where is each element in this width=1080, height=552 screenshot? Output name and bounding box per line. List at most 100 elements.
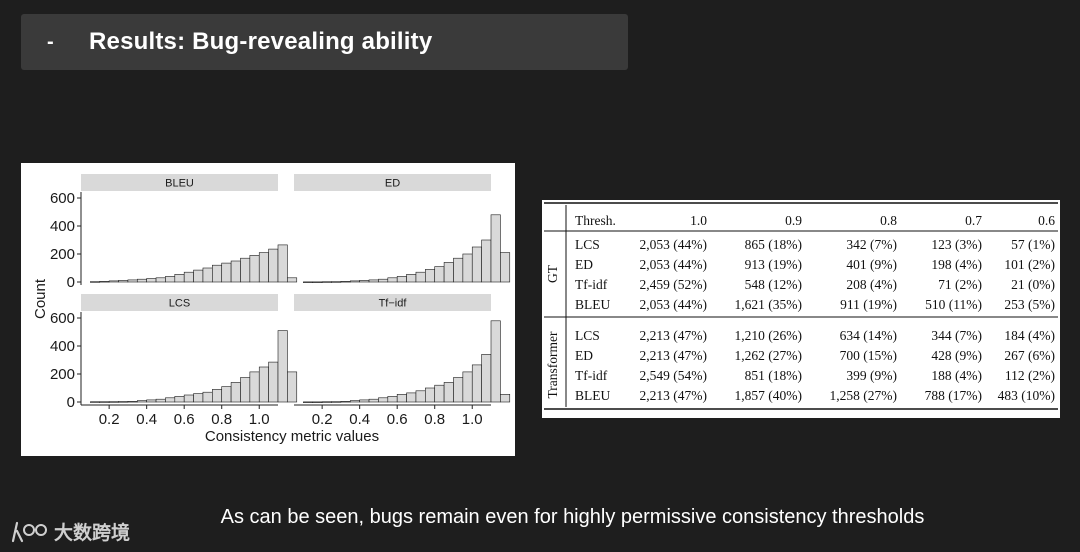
y-tick-label: 400: [50, 338, 75, 355]
histogram-bar: [387, 396, 398, 403]
y-tick-label: 200: [50, 366, 75, 383]
table-cell: 188 (4%): [931, 368, 982, 383]
histogram-bar: [453, 257, 464, 283]
histogram-bar: [108, 401, 119, 403]
table-cell: 911 (19%): [840, 297, 897, 312]
histogram-bar: [321, 281, 332, 283]
table-cell: 2,213 (47%): [640, 348, 708, 363]
histogram-bar: [136, 278, 147, 283]
slide-title: Results: Bug-revealing ability: [89, 28, 433, 55]
histogram-bar: [387, 277, 398, 283]
histogram-bar: [287, 277, 298, 283]
histogram-bar: [406, 274, 417, 283]
histogram-bar: [415, 390, 426, 403]
watermark: 大数跨境: [10, 518, 130, 545]
histogram-bar: [303, 281, 314, 283]
histogram-bar: [193, 269, 204, 283]
histogram-bar: [378, 278, 389, 283]
histogram-bar: [240, 377, 251, 403]
histogram-bar: [462, 253, 473, 283]
x-tick-label: 0.6: [174, 411, 195, 428]
histogram-bar: [340, 281, 351, 283]
results-table-svg: Thresh. 1.0 0.9 0.8 0.7 0.6 GT LCS 2,053 (44%) 86…: [544, 202, 1058, 410]
table-cell: 510 (11%): [925, 297, 982, 312]
slide-title-bar: - Results: Bug-revealing ability: [21, 14, 628, 70]
table-cell: 123 (3%): [931, 237, 982, 252]
table-cell: 101 (2%): [1004, 257, 1055, 272]
table-cell: 1,621 (35%): [735, 297, 803, 312]
histogram-bar: [202, 267, 213, 283]
histogram-bar: [90, 401, 101, 403]
x-tick-label: 0.4: [136, 411, 157, 428]
histogram-bar: [368, 398, 379, 403]
histogram-bar: [249, 255, 260, 283]
histogram-bar: [443, 382, 454, 403]
histogram-bar: [500, 252, 511, 283]
table-cell: 1,262 (27%): [735, 348, 803, 363]
table-cell: 71 (2%): [938, 277, 982, 292]
histogram-bar: [331, 281, 342, 283]
histogram-bar: [312, 401, 323, 403]
histogram-bar: [230, 382, 241, 403]
facet-strip-label: ED: [385, 178, 400, 190]
histogram-bar: [136, 400, 147, 403]
histogram-bar: [340, 401, 351, 403]
x-tick-label: 0.4: [349, 411, 370, 428]
table-cell: 548 (12%): [745, 277, 802, 292]
table-cell: 267 (6%): [1004, 348, 1055, 363]
table-cell: 2,213 (47%): [640, 328, 708, 343]
table-row-metric: ED: [575, 348, 593, 363]
title-bullet: -: [47, 30, 54, 53]
table-cell: 344 (7%): [931, 328, 982, 343]
x-tick-label: 1.0: [249, 411, 270, 428]
histogram-bar: [434, 266, 445, 283]
x-tick-label: 0.8: [211, 411, 232, 428]
facet-strip: [81, 174, 278, 191]
histogram-bar: [193, 393, 204, 403]
histogram-bar: [471, 364, 482, 403]
table-cell: 1,258 (27%): [830, 388, 898, 403]
facet-strip: [81, 294, 278, 311]
table-cell: 851 (18%): [745, 368, 802, 383]
table-cell: 634 (14%): [840, 328, 897, 343]
table-column-header: 0.9: [785, 213, 802, 228]
histogram-bar: [258, 366, 269, 403]
y-tick-label: 600: [50, 310, 75, 327]
facet-strip: [294, 294, 491, 311]
histogram-bar: [127, 401, 138, 403]
histogram-bar: [174, 396, 185, 403]
histogram-bar: [277, 330, 288, 403]
y-tick-label: 200: [50, 246, 75, 263]
table-row-metric: ED: [575, 257, 593, 272]
histogram-bar: [453, 377, 464, 403]
histogram-bar: [277, 244, 288, 283]
table-row-metric: LCS: [575, 328, 600, 343]
table-cell: 112 (2%): [1005, 368, 1055, 383]
table-column-header: 0.7: [965, 213, 982, 228]
histogram-bar: [312, 281, 323, 283]
table-group-label: GT: [545, 264, 560, 283]
histogram-bar: [490, 320, 501, 403]
histogram-bar: [127, 279, 138, 283]
histogram-bar: [331, 401, 342, 403]
histogram-bar: [268, 248, 279, 283]
histogram-bar: [183, 271, 194, 283]
histogram-bar: [99, 401, 110, 403]
y-tick-label: 600: [50, 190, 75, 207]
histogram-figure: BLEU 0 200 400 600 ED LCS 0 200 400 600 0.2 0.4 0.6 0.…: [21, 163, 515, 456]
histogram-bar: [202, 391, 213, 403]
y-tick-label: 0: [67, 274, 75, 291]
histogram-bar: [349, 400, 360, 403]
table-cell: 1,210 (26%): [735, 328, 803, 343]
histogram-bar: [146, 399, 157, 403]
histogram-bar: [406, 392, 417, 403]
histogram-bar: [434, 384, 445, 403]
histogram-bar: [155, 277, 166, 283]
x-axis-title: Consistency metric values: [205, 428, 379, 445]
histogram-bar: [212, 389, 223, 403]
histogram-bar: [359, 280, 370, 283]
histogram-bar: [118, 401, 129, 403]
facet-strip-label: LCS: [169, 298, 190, 310]
table-row-metric: Tf-idf: [575, 368, 608, 383]
table-cell: 2,053 (44%): [640, 237, 708, 252]
